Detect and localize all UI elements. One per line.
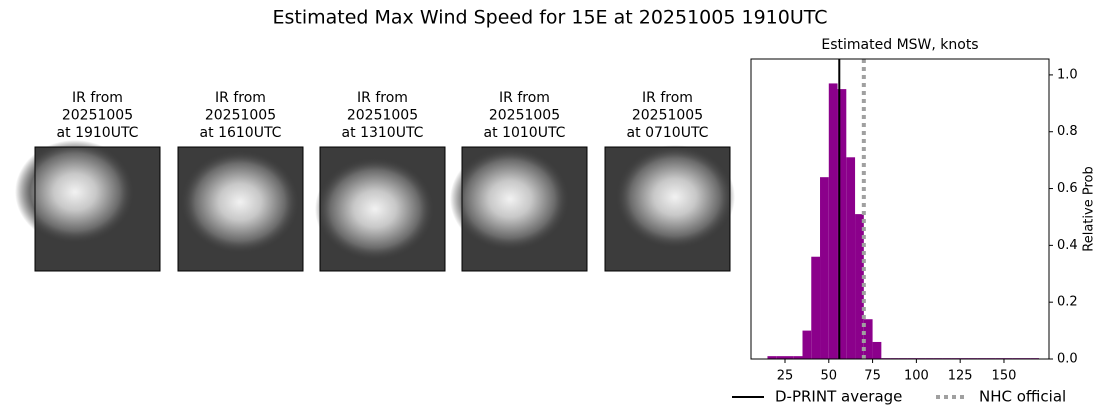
- bar: [863, 319, 873, 359]
- bar: [855, 214, 864, 359]
- image-frame: [461, 146, 588, 272]
- image-frame: [34, 146, 161, 272]
- axes-frame: [750, 58, 1050, 360]
- x-tick-label: 25: [777, 369, 794, 384]
- x-tick-label: 100: [904, 369, 929, 384]
- panel-label: IR from: [357, 90, 408, 106]
- image-frame: [319, 146, 446, 272]
- bar: [776, 356, 785, 359]
- panel-label: 20251005: [632, 108, 703, 124]
- panel-label: IR from: [72, 90, 123, 106]
- panel-label: IR from: [642, 90, 693, 106]
- panel-label: at 1910UTC: [57, 125, 139, 141]
- panel-label: at 1610UTC: [200, 125, 282, 141]
- x-tick-label: 125: [948, 369, 973, 384]
- panel-label: at 1010UTC: [484, 125, 566, 141]
- storm-cloud: [615, 145, 735, 249]
- x-tick-label: 150: [992, 369, 1017, 384]
- y-tick-label: 0.6: [1057, 181, 1078, 196]
- panel-label: IR from: [215, 90, 266, 106]
- panel-label: 20251005: [347, 108, 418, 124]
- y-tick-label: 0.2: [1057, 295, 1078, 310]
- y-axis-label: Relative Prob: [1082, 166, 1097, 251]
- panel-label: 20251005: [205, 108, 276, 124]
- bar: [837, 89, 847, 359]
- y-tick-label: 0.0: [1057, 352, 1078, 367]
- x-tick-label: 50: [821, 369, 838, 384]
- bar: [828, 83, 838, 359]
- panel-label: 20251005: [62, 108, 133, 124]
- storm-cloud: [180, 150, 300, 254]
- bar: [767, 356, 777, 359]
- y-tick-label: 1.0: [1057, 67, 1078, 82]
- bar: [802, 330, 812, 359]
- panel-label: IR from: [499, 90, 550, 106]
- y-tick-label: 0.4: [1057, 238, 1078, 253]
- bar: [793, 356, 803, 359]
- y-tick-label: 0.8: [1057, 124, 1078, 139]
- panel-label: at 0710UTC: [627, 125, 709, 141]
- panel-label: 20251005: [489, 108, 560, 124]
- legend-label: D-PRINT average: [775, 388, 902, 406]
- bar: [820, 177, 829, 359]
- panel-label: at 1310UTC: [342, 125, 424, 141]
- legend-label: NHC official: [979, 388, 1066, 406]
- bar: [811, 256, 821, 359]
- bar: [872, 341, 882, 359]
- chart-title: Estimated MSW, knots: [821, 37, 978, 53]
- bar: [846, 157, 856, 359]
- figure-title: Estimated Max Wind Speed for 15E at 2025…: [272, 7, 827, 29]
- x-tick-label: 75: [864, 369, 881, 384]
- storm-cloud: [15, 140, 135, 244]
- storm-cloud: [450, 147, 570, 251]
- storm-cloud: [315, 157, 435, 261]
- image-frame: [177, 146, 304, 272]
- image-frame: [604, 146, 731, 272]
- bar: [784, 356, 794, 359]
